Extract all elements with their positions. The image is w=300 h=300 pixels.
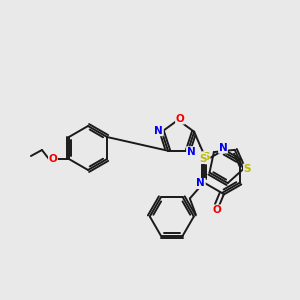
Text: O: O [213, 205, 221, 215]
Text: S: S [202, 152, 210, 162]
Text: S: S [199, 154, 207, 164]
Text: N: N [154, 126, 163, 136]
Text: N: N [187, 147, 195, 157]
Text: O: O [176, 114, 184, 124]
Text: N: N [219, 143, 227, 153]
Text: N: N [196, 178, 205, 188]
Text: S: S [244, 164, 251, 174]
Text: O: O [49, 154, 57, 164]
